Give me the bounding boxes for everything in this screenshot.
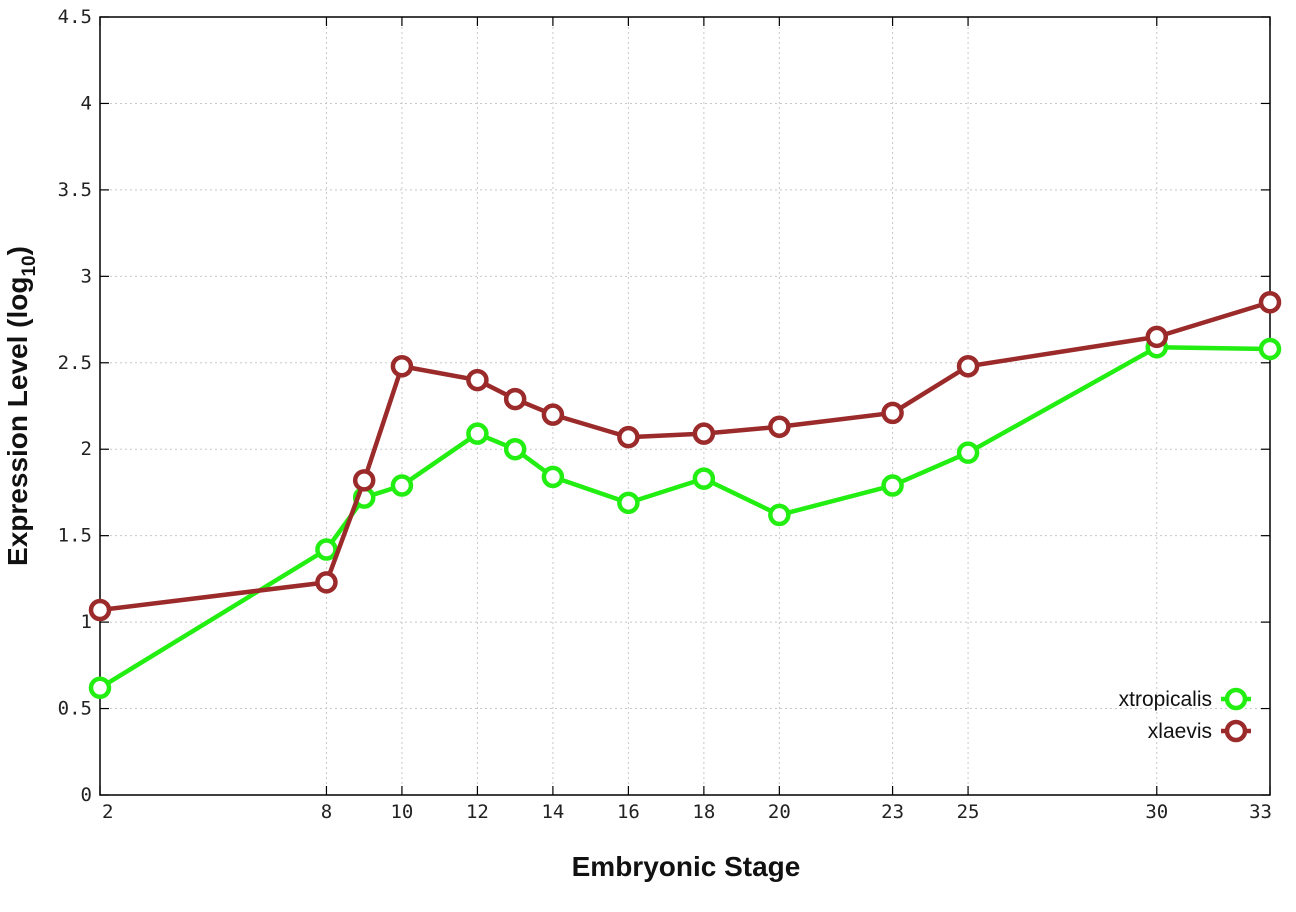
x-tick-label: 18 xyxy=(692,801,715,823)
y-tick-label: 1 xyxy=(81,611,92,633)
legend-swatch-marker xyxy=(1224,719,1248,743)
x-tick-label: 10 xyxy=(390,801,413,823)
data-point-xlaevis xyxy=(541,403,565,426)
x-tick-label: 8 xyxy=(321,801,332,823)
grid-lines xyxy=(100,17,1270,795)
x-axis-label: Embryonic Stage xyxy=(572,851,801,882)
y-tick-label: 3 xyxy=(81,265,92,287)
y-tick-label: 0.5 xyxy=(58,698,92,720)
data-point-xtropicalis xyxy=(541,465,565,489)
x-tick-label: 16 xyxy=(617,801,640,823)
data-point-xtropicalis xyxy=(956,441,980,464)
legend-label: xtropicalis xyxy=(1119,688,1212,711)
x-tick-label: 20 xyxy=(768,801,791,823)
plot-frame xyxy=(99,16,1271,796)
x-tick-label: 30 xyxy=(1145,801,1168,823)
data-point-xlaevis xyxy=(466,368,489,392)
x-tick-label: 25 xyxy=(957,801,980,823)
data-point-xtropicalis xyxy=(1258,337,1282,361)
data-point-xtropicalis xyxy=(881,474,904,497)
y-tick-label: 0 xyxy=(81,784,92,806)
data-point-xlaevis xyxy=(503,387,527,411)
series-xlaevis xyxy=(88,291,1282,622)
data-point-xlaevis xyxy=(390,354,414,378)
y-tick-label: 4 xyxy=(81,92,92,114)
y-axis-label: Expression Level (log10) xyxy=(2,246,40,566)
legend-swatch-marker xyxy=(1224,687,1248,711)
y-axis-label-subscript: 10 xyxy=(19,255,40,276)
legend: xtropicalis xlaevis xyxy=(1119,687,1251,743)
data-point-xtropicalis xyxy=(503,437,527,461)
x-tick-label: 33 xyxy=(1249,801,1272,823)
axis-ticks: 0 0.5 1 1.5 2 2.5 3 3.5 4 4.5 2 8 10 12 14 16 18 20 23 25 30… xyxy=(58,6,1272,823)
data-point-xtropicalis xyxy=(692,467,716,490)
series-group xyxy=(88,291,1282,700)
y-axis-label-close: ) xyxy=(2,246,33,255)
x-tick-label: 14 xyxy=(541,801,564,823)
series-line-xtropicalis xyxy=(97,344,1273,691)
data-point-xlaevis xyxy=(315,571,338,594)
series-xtropicalis xyxy=(88,335,1282,700)
x-tick-label: 2 xyxy=(102,801,113,823)
data-point-xtropicalis xyxy=(466,422,489,445)
data-point-xlaevis xyxy=(1145,325,1169,349)
data-point-xlaevis xyxy=(617,425,640,449)
y-tick-label: 1.5 xyxy=(58,525,92,547)
legend-label: xlaevis xyxy=(1148,720,1212,743)
legend-item-xtropicalis: xtropicalis xyxy=(1119,687,1251,711)
data-point-xlaevis xyxy=(692,422,716,445)
data-point-xlaevis xyxy=(352,469,376,492)
x-tick-label: 12 xyxy=(466,801,489,823)
y-tick-label: 2.5 xyxy=(58,352,92,374)
data-point-xtropicalis xyxy=(315,538,338,561)
data-point-xlaevis xyxy=(881,401,904,425)
y-axis-label-main: Expression Level (log xyxy=(2,277,33,566)
x-tick-label: 23 xyxy=(881,801,904,823)
series-line-xlaevis xyxy=(97,300,1273,613)
y-tick-label: 3.5 xyxy=(58,179,92,201)
y-tick-label: 4.5 xyxy=(58,6,92,28)
data-point-xlaevis xyxy=(88,598,112,622)
data-point-xtropicalis xyxy=(617,491,640,515)
legend-item-xlaevis: xlaevis xyxy=(1148,719,1251,743)
y-tick-label: 2 xyxy=(81,438,92,460)
data-point-xlaevis xyxy=(1258,291,1282,314)
data-point-xtropicalis xyxy=(390,474,414,497)
data-point-xtropicalis xyxy=(768,503,791,527)
data-point-xtropicalis xyxy=(88,676,112,700)
data-point-xlaevis xyxy=(956,354,980,378)
data-point-xlaevis xyxy=(768,415,791,438)
